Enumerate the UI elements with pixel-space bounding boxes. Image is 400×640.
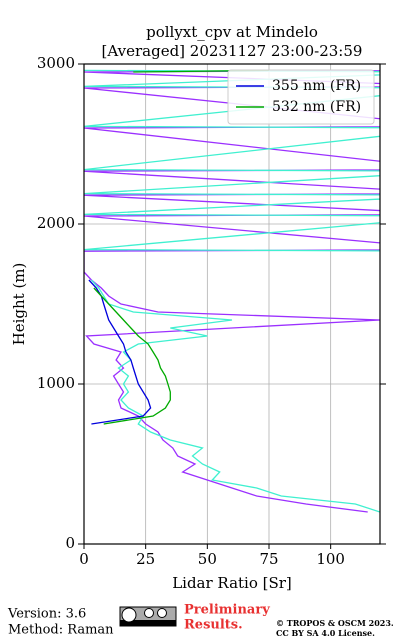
plot-frame [83,63,381,545]
status-line: Preliminary [184,603,270,618]
profile-line [90,279,380,513]
status-line: Results. [184,618,243,633]
x-tick-label: 0 [79,550,89,568]
y-tick-label: 0 [65,534,75,552]
x-tick-label: 25 [136,550,155,568]
license: CC BY SA 4.0 License. [276,628,375,638]
cc-logo [119,606,177,627]
plot-area [84,64,380,544]
legend-box [227,69,375,125]
y-tick-label: 1000 [37,374,75,392]
legend-label: 355 nm (FR) [272,78,361,94]
method: Method: Raman [8,623,114,638]
legend-label: 532 nm (FR) [272,99,361,115]
profile-line [84,70,380,513]
y-tick-label: 2000 [37,214,75,232]
x-tick-label: 75 [259,550,278,568]
x-tick-label: 100 [316,550,345,568]
y-axis-label: Height (m) [10,263,28,346]
chart-subtitle: [Averaged] 20231127 23:00-23:59 [102,42,363,60]
profile-line [88,279,152,425]
profile-line [84,69,380,252]
version: Version: 3.6 [7,607,86,622]
y-tick-label: 3000 [37,54,75,72]
profile-line [93,287,171,425]
copyright: © TROPOS & OSCM 2023. [276,618,394,628]
x-tick-label: 50 [198,550,217,568]
chart-title: pollyxt_cpv at Mindelo [146,23,318,41]
x-axis-label: Lidar Ratio [Sr] [172,574,292,592]
